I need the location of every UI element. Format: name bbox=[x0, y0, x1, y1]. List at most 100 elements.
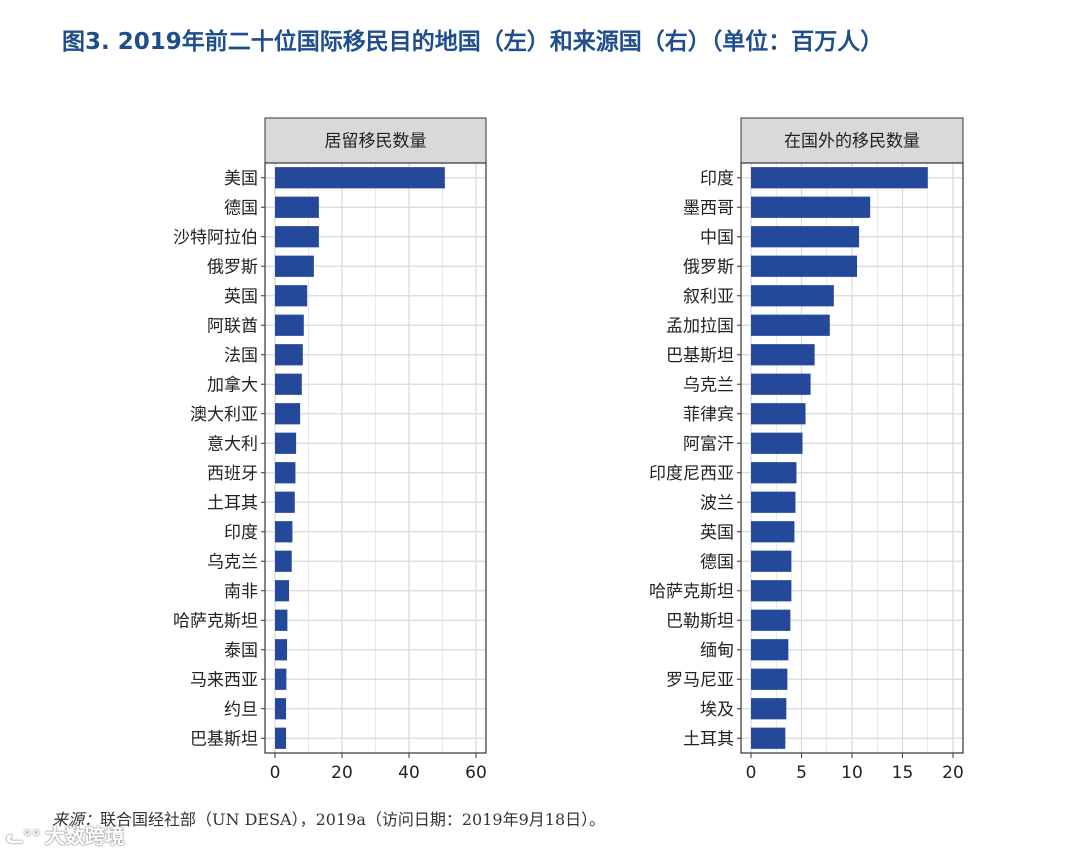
panel-left-xtick-label: 0 bbox=[270, 763, 281, 783]
panel-right-bar bbox=[751, 668, 788, 690]
source-label: 来源： bbox=[52, 810, 101, 829]
panel-left-category-label: 法国 bbox=[224, 346, 258, 366]
panel-right-category-label: 菲律宾 bbox=[683, 405, 734, 425]
panel-left-bar bbox=[275, 373, 302, 395]
panel-left-category-label: 乌克兰 bbox=[207, 552, 258, 572]
panel-left-category-label: 阿联酋 bbox=[207, 316, 258, 336]
panel-left-category-label: 马来西亚 bbox=[190, 670, 258, 690]
panel-right-bar bbox=[751, 580, 792, 602]
panel-right-category-label: 印度 bbox=[700, 169, 734, 189]
panel-right-xtick-label: 5 bbox=[796, 763, 807, 783]
panel-left-category-label: 加拿大 bbox=[207, 374, 258, 395]
panel-right-category-label: 德国 bbox=[700, 552, 734, 572]
panel-right-category-label: 叙利亚 bbox=[683, 287, 734, 307]
panel-right-category-label: 缅甸 bbox=[700, 641, 734, 661]
panel-right-bar bbox=[751, 255, 858, 277]
panel-right-bar bbox=[751, 639, 789, 661]
panel-left-category-label: 哈萨克斯坦 bbox=[173, 611, 258, 631]
panel-right-xtick-label: 0 bbox=[746, 763, 757, 783]
panel-right-bar bbox=[751, 698, 787, 720]
panel-left-bar bbox=[275, 255, 314, 277]
panel-left-strip bbox=[264, 117, 487, 164]
panel-left-bar bbox=[275, 226, 319, 248]
panel-left-category-label: 俄罗斯 bbox=[207, 257, 258, 277]
panel-right-strip bbox=[740, 117, 964, 164]
panel-right-bar bbox=[751, 373, 811, 395]
panel-right-category-label: 波兰 bbox=[700, 493, 734, 513]
panel-left-bar bbox=[275, 609, 288, 631]
panel-right-bar bbox=[751, 432, 803, 454]
panel-right-category-label: 哈萨克斯坦 bbox=[649, 582, 734, 602]
panel-left-bar bbox=[275, 285, 308, 307]
panel-left-border bbox=[264, 162, 487, 754]
panel-left-bar bbox=[275, 344, 303, 366]
panel-right-category-label: 墨西哥 bbox=[683, 198, 734, 218]
panel-right-bar bbox=[751, 314, 830, 336]
panel-left-category-label: 德国 bbox=[224, 198, 258, 218]
panel-left-category-label: 巴基斯坦 bbox=[190, 729, 258, 749]
panel-left-bar bbox=[275, 580, 290, 602]
panel-right-bar bbox=[751, 344, 815, 366]
panel-right-category-label: 阿富汗 bbox=[683, 434, 734, 454]
panel-right-bar bbox=[751, 167, 928, 189]
panel-left-bar bbox=[275, 639, 288, 661]
panel-right-category-label: 巴勒斯坦 bbox=[666, 611, 734, 631]
panel-left-title: 居留移民数量 bbox=[325, 132, 427, 152]
panel-left-bar bbox=[275, 727, 287, 749]
panel-right-category-label: 罗马尼亚 bbox=[666, 670, 734, 690]
panel-left-xtick-label: 40 bbox=[398, 763, 420, 783]
panel-right-category-label: 孟加拉国 bbox=[666, 316, 734, 336]
panel-left-bar bbox=[275, 491, 295, 513]
panel-left-category-label: 美国 bbox=[224, 169, 258, 189]
panel-left-bar bbox=[275, 462, 296, 484]
panel-left-bar bbox=[275, 403, 301, 425]
panel-left-category-label: 泰国 bbox=[224, 641, 258, 661]
watermark-logo-icon: ᓚ°° bbox=[6, 827, 41, 848]
panel-right-category-label: 巴基斯坦 bbox=[666, 346, 734, 366]
panel-left-bar bbox=[275, 196, 319, 218]
panel-left-category-label: 土耳其 bbox=[207, 493, 258, 513]
panel-right-category-label: 英国 bbox=[700, 523, 734, 543]
panel-right-bar bbox=[751, 226, 860, 248]
panel-right-category-label: 埃及 bbox=[700, 700, 734, 720]
panel-left-category-label: 澳大利亚 bbox=[190, 405, 258, 425]
panel-left-category-label: 意大利 bbox=[207, 434, 258, 454]
panel-right-xtick-label: 20 bbox=[942, 763, 964, 783]
panel-left-xtick-label: 60 bbox=[465, 763, 487, 783]
panel-right-bar bbox=[751, 196, 871, 218]
source-text: 联合国经社部（UN DESA），2019a（访问日期：2019年9月18日）。 bbox=[100, 810, 606, 829]
panel-right-bar bbox=[751, 521, 795, 543]
panel-right-xtick-label: 10 bbox=[841, 763, 863, 783]
panel-right-category-label: 俄罗斯 bbox=[683, 257, 734, 277]
panel-right-bar bbox=[751, 491, 796, 513]
panel-left-bar bbox=[275, 550, 292, 572]
panel-left-xtick-label: 20 bbox=[331, 763, 353, 783]
panel-right-bar bbox=[751, 609, 791, 631]
watermark: ᓚ°° 大数跨境 bbox=[6, 820, 125, 849]
panel-right-title: 在国外的移民数量 bbox=[784, 132, 920, 152]
panel-right-bar bbox=[751, 462, 797, 484]
panel-left-bar bbox=[275, 432, 297, 454]
panel-left-bar bbox=[275, 167, 445, 189]
source-note: 来源：联合国经社部（UN DESA），2019a（访问日期：2019年9月18日… bbox=[52, 806, 605, 830]
panel-left-category-label: 印度 bbox=[224, 523, 258, 543]
chart-area: 居留移民数量美国德国沙特阿拉伯俄罗斯英国阿联酋法国加拿大澳大利亚意大利西班牙土耳… bbox=[173, 117, 964, 783]
panel-left-category-label: 沙特阿拉伯 bbox=[173, 228, 258, 248]
panel-left-bar bbox=[275, 314, 304, 336]
panel-right-bar bbox=[751, 403, 806, 425]
panel-right-bar bbox=[751, 285, 834, 307]
panel-left-category-label: 约旦 bbox=[224, 700, 258, 720]
panel-right-category-label: 乌克兰 bbox=[683, 375, 734, 395]
panel-left-bar bbox=[275, 668, 287, 690]
panel-right-bar bbox=[751, 727, 786, 749]
panel-left-bar bbox=[275, 698, 287, 720]
panel-right-xtick-label: 15 bbox=[892, 763, 914, 783]
panel-left-bar bbox=[275, 521, 293, 543]
panel-right-bar bbox=[751, 550, 792, 572]
panel-right-category-label: 中国 bbox=[700, 228, 734, 248]
watermark-text: 大数跨境 bbox=[44, 824, 125, 848]
panel-left-category-label: 西班牙 bbox=[207, 464, 258, 484]
panel-right-category-label: 土耳其 bbox=[683, 729, 734, 749]
panel-right-category-label: 印度尼西亚 bbox=[649, 464, 734, 484]
panel-left-category-label: 南非 bbox=[224, 582, 258, 602]
